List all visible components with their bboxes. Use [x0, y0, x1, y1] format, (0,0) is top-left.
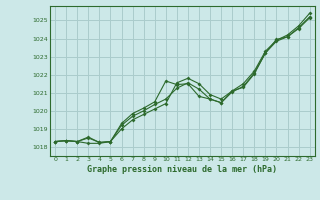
- X-axis label: Graphe pression niveau de la mer (hPa): Graphe pression niveau de la mer (hPa): [87, 165, 277, 174]
